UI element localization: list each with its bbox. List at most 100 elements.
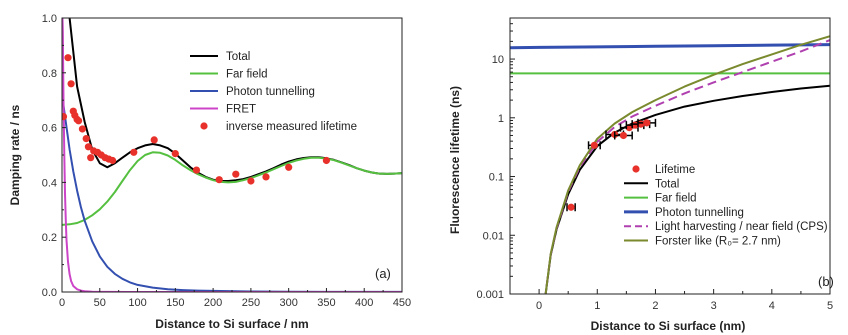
- x-tick-label: 250: [242, 297, 260, 309]
- x-tick-label: 400: [355, 297, 373, 309]
- y-axis-ticks: 0.0 0.2 0.4 0.6 0.8 1.0: [42, 13, 66, 299]
- x-tick-label: 5: [827, 300, 833, 312]
- legend: Total Far field Photon tunnelling FRET inver…: [190, 51, 357, 133]
- legend-item-far-field: Far field: [190, 69, 268, 81]
- data-point: [192, 166, 201, 174]
- data-point: [215, 176, 223, 184]
- legend-item-inverse-measured-lifetime: inverse measured lifetime: [200, 121, 357, 133]
- x-axis-ticks: 0 50 100 150 200 250 300 350 400 450: [59, 288, 411, 309]
- x-tick-label: 100: [128, 297, 146, 309]
- fluorescence-lifetime-panel: 0 1 2 3 4 5 0.001 0.01 0.1 1 10 Distance to Si su…: [448, 17, 834, 333]
- legend-label: Photon tunnelling: [226, 86, 315, 98]
- data-point: [590, 141, 598, 149]
- data-point: [130, 148, 138, 156]
- data-point: [62, 113, 68, 121]
- legend-label: Total: [226, 51, 250, 63]
- series-line-photon-tunnelling: [510, 43, 830, 50]
- x-tick-label: 150: [166, 297, 184, 309]
- legend-label: inverse measured lifetime: [226, 121, 357, 133]
- x-tick-label: 2: [652, 300, 658, 312]
- y-tick-label: 0.0: [42, 287, 57, 299]
- x-tick-label: 300: [279, 297, 297, 309]
- legend-label: Photon tunnelling: [655, 207, 744, 219]
- panel-label-b: (b): [818, 274, 834, 289]
- data-point: [262, 173, 270, 181]
- y-tick-label: 1: [498, 113, 504, 125]
- damping-rate-panel: 0 50 100 150 200 250 300 350 400 450 0.0 0.2 0.4 0.6…: [8, 13, 411, 331]
- data-point: [84, 143, 92, 151]
- data-point: [78, 125, 86, 133]
- y-tick-label: 0.8: [42, 68, 57, 80]
- data-point-with-error: [566, 203, 576, 212]
- data-point: [75, 117, 83, 125]
- data-point: [87, 154, 95, 162]
- legend-item-photon-tunnelling: Photon tunnelling: [190, 86, 315, 98]
- data-point: [631, 121, 639, 129]
- series-group: [510, 35, 830, 294]
- legend-item-lifetime: Lifetime: [632, 164, 695, 176]
- damping-rate-plot-area: [61, 17, 403, 293]
- legend-marker: [200, 122, 208, 130]
- data-point: [64, 54, 72, 62]
- y-tick-label: 1.0: [42, 13, 57, 25]
- legend-label: Lifetime: [655, 164, 695, 176]
- data-point-with-error: [637, 118, 657, 127]
- legend-item-forster-like-r-2-7-nm: Forster like (R₀= 2.7 nm): [624, 236, 781, 248]
- x-tick-label: 1: [594, 300, 600, 312]
- legend-label: Forster like (R₀= 2.7 nm): [655, 236, 781, 248]
- data-point: [82, 135, 90, 143]
- x-tick-label: 4: [769, 300, 775, 312]
- legend-label: FRET: [226, 104, 256, 116]
- legend-item-fret: FRET: [190, 104, 256, 116]
- data-point-with-error: [587, 141, 601, 150]
- legend-label: Far field: [226, 69, 268, 81]
- series-line-fret: [62, 18, 402, 292]
- x-axis-label: Distance to Si surface (nm): [591, 319, 746, 333]
- x-axis-label: Distance to Si surface / nm: [155, 317, 308, 331]
- panel-label-a: (a): [375, 266, 391, 281]
- x-tick-label: 450: [393, 297, 411, 309]
- data-point-with-error: [613, 131, 633, 140]
- data-point: [567, 203, 575, 211]
- x-tick-label: 0: [59, 297, 65, 309]
- x-tick-label: 200: [204, 297, 222, 309]
- legend-item-photon-tunnelling: Photon tunnelling: [624, 207, 744, 219]
- y-tick-label: 0.6: [42, 123, 57, 135]
- legend-label: Total: [655, 178, 679, 190]
- plot-frame: [509, 17, 831, 295]
- y-tick-label: 0.2: [42, 232, 57, 244]
- series-line-forster-like-r-2-7-nm: [544, 35, 830, 294]
- series-group: [62, 18, 402, 292]
- x-tick-label: 350: [317, 297, 335, 309]
- x-tick-label: 0: [536, 300, 542, 312]
- data-point: [232, 170, 240, 178]
- data-point: [643, 119, 651, 127]
- data-point: [247, 177, 255, 185]
- series-line-far-field: [62, 151, 402, 226]
- y-axis-label: Fluorescence lifetime (ns): [448, 86, 462, 234]
- y-axis-label: Damping rate / ns: [8, 104, 22, 205]
- data-point: [619, 131, 628, 140]
- y-axis-ticks: 0.001 0.01 0.1 1 10: [476, 17, 515, 301]
- data-point: [109, 156, 117, 165]
- legend-item-total: Total: [190, 51, 250, 63]
- legend-marker: [632, 165, 640, 173]
- legend: Lifetime Total Far field Photon tunnelling L…: [624, 164, 828, 248]
- legend-label: Far field: [655, 193, 697, 205]
- y-tick-label: 0.01: [483, 230, 504, 242]
- legend-label: Light harvesting / near field (CPS): [655, 221, 828, 233]
- data-point: [171, 150, 179, 158]
- legend-item-total: Total: [624, 178, 679, 190]
- data-point: [150, 136, 158, 144]
- data-point: [285, 163, 293, 171]
- legend-item-light-harvesting-near-field-cps: Light harvesting / near field (CPS): [624, 221, 828, 233]
- y-tick-label: 0.4: [42, 177, 57, 189]
- y-tick-label: 0.1: [489, 172, 504, 184]
- y-tick-label: 10: [492, 54, 504, 66]
- y-tick-label: 0.001: [476, 289, 504, 301]
- data-point: [67, 80, 75, 88]
- x-tick-label: 3: [711, 300, 717, 312]
- x-axis-ticks: 0 1 2 3 4 5: [509, 289, 833, 312]
- legend-item-far-field: Far field: [624, 193, 697, 205]
